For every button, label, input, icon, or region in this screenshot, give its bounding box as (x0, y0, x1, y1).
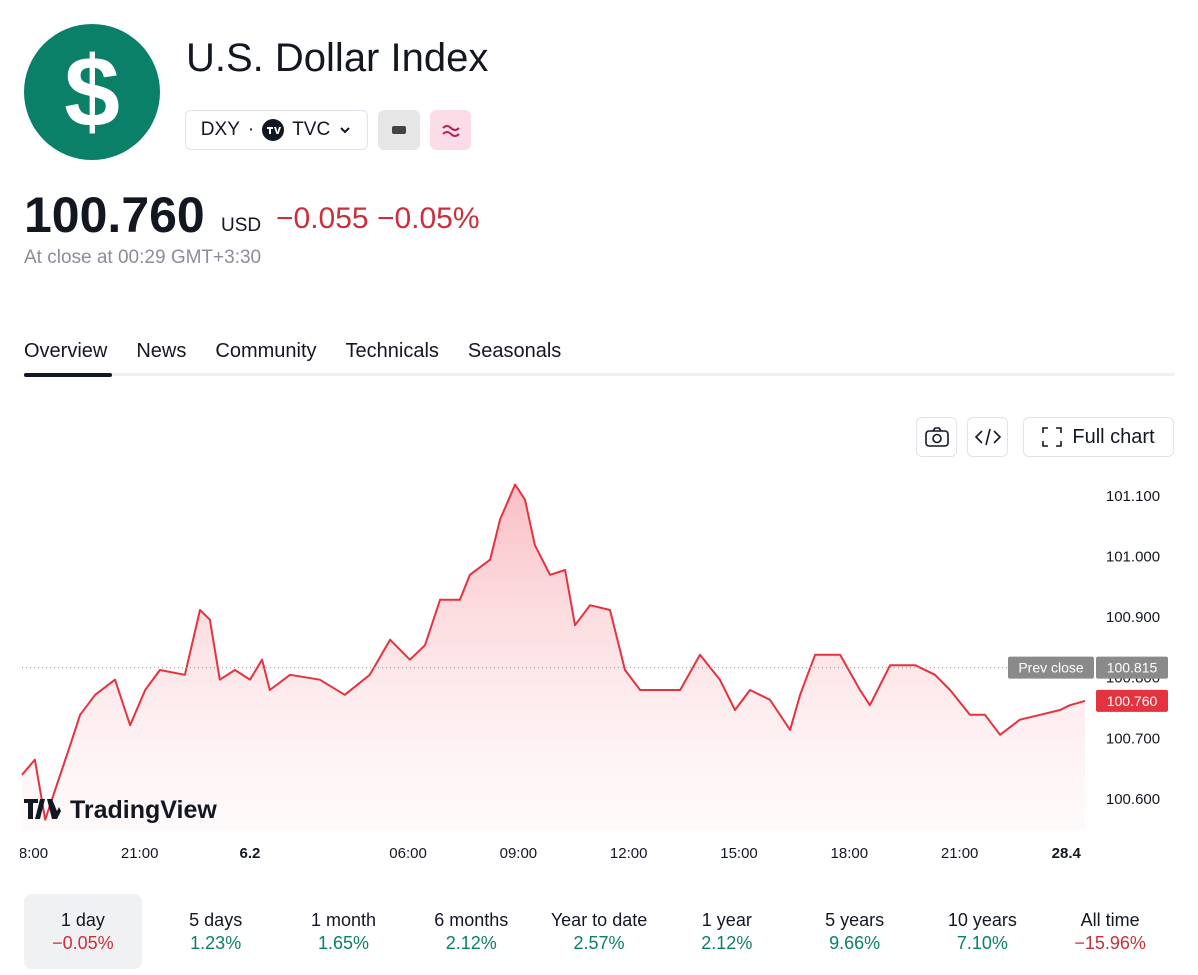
tabs: Overview News Community Technicals Seasonals (24, 340, 561, 363)
full-chart-label: Full chart (1072, 425, 1155, 448)
code-icon (974, 428, 1001, 446)
x-tick-label: 21:00 (121, 845, 159, 862)
tab[interactable]: Community (215, 340, 317, 362)
watermark-logo (24, 799, 61, 819)
period-label: 1 day (60, 910, 105, 930)
period[interactable]: 1 day −0.05% (24, 894, 142, 969)
last-price-label: 100.760 (1107, 693, 1158, 709)
expand-icon (1042, 427, 1063, 447)
x-tick-label: 6.2 (240, 845, 261, 862)
prev-close-value: 100.815 (1107, 660, 1158, 676)
period[interactable]: 5 years 9.66% (791, 894, 919, 969)
status: At close at 00:29 GMT+3:30 (24, 247, 262, 268)
change-abs: −0.055 (276, 202, 369, 235)
period[interactable]: 1 year 2.12% (663, 894, 791, 969)
chevron (340, 127, 350, 134)
x-tick-label: 18:00 (831, 845, 869, 862)
period[interactable]: 10 years 7.10% (918, 894, 1046, 969)
x-tick-label: 28.4 (1052, 845, 1082, 862)
period-change: 1.65% (317, 933, 369, 953)
period-change: 9.66% (829, 933, 881, 953)
y-tick-label: 100.700 (1106, 730, 1160, 747)
period[interactable]: All time −15.96% (1046, 894, 1174, 969)
market-status[interactable] (378, 110, 420, 150)
delayed-icon[interactable] (430, 110, 471, 150)
prev-close-box (1008, 656, 1094, 679)
price-line (21, 483, 1086, 821)
full-chart-button[interactable]: Full chart (1023, 417, 1174, 457)
y-tick-label: 101.000 (1106, 548, 1160, 565)
tab[interactable]: Seasonals (467, 340, 562, 362)
currency: USD (221, 215, 262, 236)
period-change: 2.12% (445, 933, 497, 953)
period-change: −15.96% (1074, 933, 1146, 953)
period-change: 2.57% (573, 933, 625, 953)
watermark: TradingView (24, 796, 217, 824)
period-change: 7.10% (956, 933, 1008, 953)
period-change: 2.12% (701, 933, 753, 953)
period[interactable]: Year to date 2.57% (535, 894, 663, 969)
period-change: −0.05% (52, 933, 114, 953)
change: −0.055 −0.05% (276, 202, 480, 236)
x-tick-label: 06:00 (389, 845, 427, 862)
period-label: 5 years (825, 910, 885, 930)
tab-indicator (24, 373, 112, 377)
title: U.S. Dollar Index (186, 36, 489, 80)
y-tick-label: 100.600 (1106, 791, 1160, 808)
period-label: Year to date (550, 910, 648, 930)
tab-line (24, 373, 1174, 376)
period-label: 1 month (310, 910, 376, 930)
approx-icon (441, 125, 460, 137)
x-tick-label: 15:00 (720, 845, 758, 862)
symbol-chip[interactable]: DXY · TVC (185, 110, 368, 150)
x-tick-label: 12:00 (610, 845, 648, 862)
period[interactable]: 5 days 1.23% (152, 894, 280, 969)
last-price-box (1096, 689, 1168, 712)
logo: $ (24, 24, 160, 160)
period-label: 5 days (189, 910, 243, 930)
periods: 1 day −0.05% 5 days 1.23% 1 month 1.65% 6 mont… (24, 894, 1174, 969)
period-change: 1.23% (190, 933, 242, 953)
exchange-icon (262, 119, 285, 141)
prev-close-value-box (1096, 656, 1168, 679)
x-tick-label: 18:00 (11, 845, 49, 862)
x-tick-label: 09:00 (500, 845, 538, 862)
watermark-text: TradingView (70, 796, 217, 824)
period[interactable]: 1 month 1.65% (280, 894, 408, 969)
period-label: 1 year (701, 910, 752, 930)
area (22, 484, 1085, 830)
y-tick-label: 101.100 (1106, 488, 1160, 505)
prev-close-label: Prev close (1018, 660, 1084, 676)
period-label: 6 months (434, 910, 509, 930)
period-label: 10 years (947, 910, 1017, 930)
snapshot-button[interactable] (916, 417, 957, 457)
change-pct: −0.05% (376, 202, 480, 235)
dash-icon (392, 126, 406, 134)
tab[interactable]: Overview (24, 340, 108, 362)
tab[interactable]: Technicals (345, 340, 439, 362)
camera-icon (924, 427, 949, 447)
tab[interactable]: News (136, 340, 187, 362)
period[interactable]: 6 months 2.12% (407, 894, 535, 969)
exchange: TVC (292, 119, 331, 140)
separator: · (247, 119, 255, 140)
symbol: DXY (200, 119, 240, 140)
period-label: All time (1080, 910, 1140, 930)
price: 100.760 (24, 187, 205, 243)
embed-button[interactable] (967, 417, 1008, 457)
y-tick-label: 100.900 (1106, 609, 1160, 626)
x-tick-label: 21:00 (941, 845, 979, 862)
chart: 18:00 21:00 6.2 06:00 09:00 12:00 15:00 18:00 21… (11, 483, 1168, 862)
